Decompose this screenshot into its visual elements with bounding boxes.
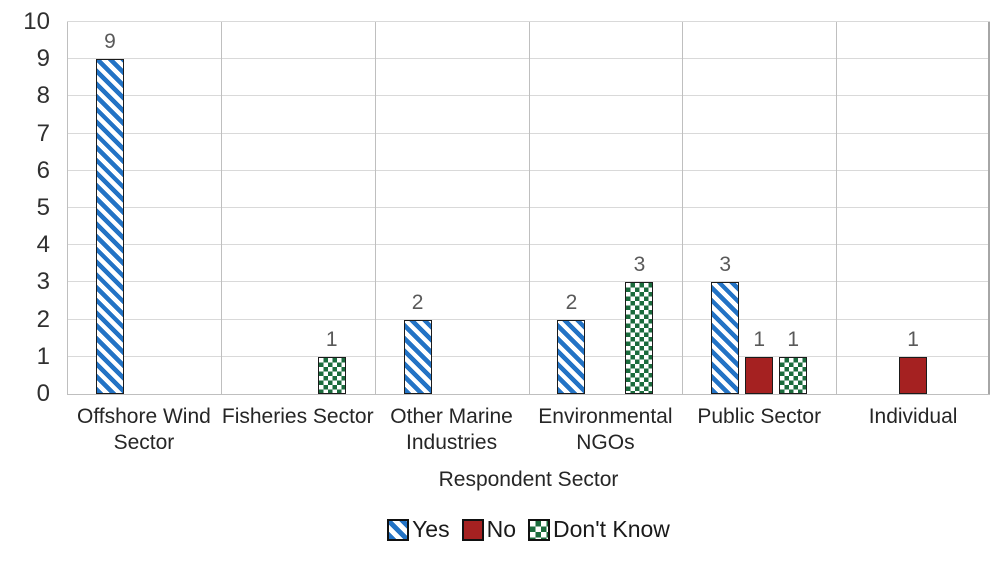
y-tick-label-1: 1 (36, 342, 50, 370)
y-tick-label-4: 4 (36, 231, 50, 259)
legend-swatch-yes (387, 518, 410, 541)
gridline (67, 58, 990, 60)
y-tick-label-2: 2 (36, 305, 50, 333)
data-label-don-t-know-public-sector: 1 (787, 327, 800, 351)
bar-no-public-sector (745, 356, 774, 394)
legend: Yes No Don't Know (67, 516, 990, 543)
data-label-yes-environmental-ngos: 2 (565, 290, 578, 314)
y-tick-label-3: 3 (36, 268, 50, 296)
category-label-offshore-wind-sector: Offshore Wind Sector (76, 405, 211, 454)
y-tick-label-5: 5 (36, 194, 50, 221)
plot-right-border (988, 22, 990, 394)
gridline (67, 281, 990, 283)
category-gridline (836, 22, 837, 394)
data-label-no-individual: 1 (907, 327, 919, 351)
category-label-other-marine-industries: Other Marine Industries (390, 405, 513, 454)
legend-label-yes: Yes (412, 516, 450, 542)
gridline (67, 21, 990, 22)
category-label-individual: Individual (868, 405, 958, 428)
y-tick-label-8: 8 (36, 82, 50, 110)
bar-no-individual (899, 356, 928, 394)
bar-yes-environmental-ngos (557, 319, 586, 394)
legend-label-don-t-know: Don't Know (553, 516, 670, 542)
x-axis-category-labels: Offshore Wind Sector Fisheries Sector Othe… (67, 404, 990, 460)
legend-swatch-no (461, 518, 484, 541)
bar-yes-public-sector (711, 282, 740, 394)
legend-label-no: No (486, 516, 517, 542)
category-label-public-sector: Public Sector (697, 405, 822, 428)
category-label-fisheries-sector: Fisheries Sector (221, 405, 374, 428)
bar-don-t-know-public-sector (779, 356, 808, 394)
category-gridline (221, 22, 222, 394)
legend-item-don-t-know: Don't Know (528, 516, 670, 543)
gridline (67, 132, 990, 134)
gridline (67, 318, 990, 320)
bar-yes-offshore-wind-sector (95, 59, 124, 394)
data-label-don-t-know-fisheries-sector: 1 (325, 327, 338, 351)
y-axis-line (67, 22, 68, 394)
y-tick-label-10: 10 (23, 8, 50, 35)
gridline (67, 169, 990, 171)
data-label-no-public-sector: 1 (753, 327, 766, 351)
category-gridline (682, 22, 683, 394)
data-label-don-t-know-environmental-ngos: 3 (633, 253, 646, 277)
gridline (67, 355, 990, 357)
y-tick-label-7: 7 (36, 119, 50, 147)
y-tick-label-0: 0 (36, 380, 50, 407)
gridline (67, 244, 990, 246)
legend-item-yes: Yes (387, 516, 450, 543)
y-axis-tick-labels: 0 1 2 3 4 5 6 7 8 9 10 (0, 9, 50, 407)
y-tick-label-9: 9 (36, 45, 50, 73)
gridline (67, 95, 990, 97)
data-label-yes-public-sector: 3 (719, 253, 732, 277)
data-label-yes-other-marine-industries: 2 (411, 290, 424, 314)
category-label-environmental-ngos: Environmental NGOs (538, 405, 673, 454)
y-tick-label-6: 6 (36, 156, 50, 184)
legend-item-no: No (461, 516, 517, 543)
x-axis-line (67, 394, 990, 395)
data-label-yes-offshore-wind-sector: 9 (104, 30, 116, 54)
category-gridline (375, 22, 376, 394)
x-axis-title: Respondent Sector (438, 468, 619, 491)
bar-don-t-know-environmental-ngos (625, 282, 654, 394)
bar-yes-other-marine-industries (403, 319, 432, 394)
gridline (67, 207, 990, 208)
category-gridline (529, 22, 530, 394)
bar-don-t-know-fisheries-sector (317, 356, 346, 394)
legend-swatch-don-t-know (528, 518, 551, 541)
